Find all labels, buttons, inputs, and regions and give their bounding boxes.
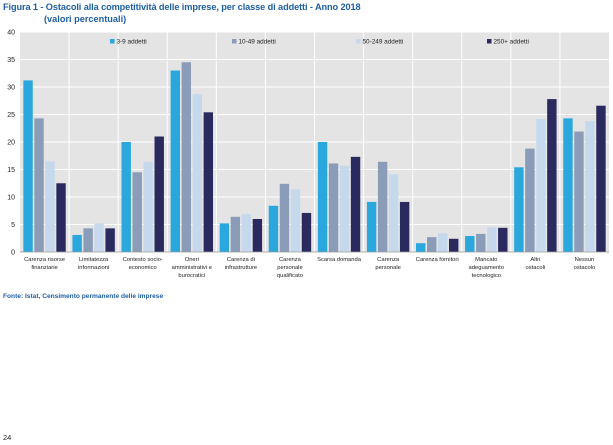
bar-10-49-addetti-11 [525, 148, 535, 252]
y-tick-label: 0 [11, 249, 15, 256]
bar-50-249-addetti-3 [143, 161, 153, 252]
bar-10-49-addetti-2 [83, 228, 93, 252]
bar-10-49-addetti-10 [476, 233, 486, 252]
bar-50-249-addetti-8 [388, 174, 399, 252]
bar-3-9-addetti-9 [416, 243, 426, 252]
x-category-label: Carenza risorse finanziarie [24, 257, 65, 271]
bar-250-addetti-12 [596, 105, 606, 252]
bar-10-49-addetti-8 [377, 161, 388, 252]
x-category-label: Limitatezza informazioni [78, 257, 109, 271]
bar-250-addetti-2 [105, 228, 115, 252]
bar-250-addetti-11 [547, 99, 557, 252]
bar-3-9-addetti-11 [514, 167, 524, 252]
bar-250-addetti-9 [449, 238, 459, 252]
y-tick-label: 5 [11, 222, 15, 229]
bar-250-addetti-8 [399, 201, 410, 252]
y-tick-label: 35 [7, 57, 15, 64]
bar-3-9-addetti-6 [268, 205, 279, 252]
bar-10-49-addetti-7 [328, 163, 339, 252]
bar-250-addetti-3 [154, 136, 164, 252]
bar-250-addetti-6 [301, 212, 312, 252]
figure-title: Figura 1 - Ostacoli alla competitività d… [3, 2, 361, 12]
y-axis: 0 5 10 15 20 25 30 35 40 [7, 29, 15, 256]
bar-10-49-addetti-12 [574, 131, 584, 252]
bar-3-9-addetti-3 [121, 142, 131, 252]
legend-swatch-3-9-addetti [110, 39, 115, 44]
bar-250-addetti-10 [498, 227, 508, 252]
bar-3-9-addetti-12 [563, 118, 573, 252]
y-tick-label: 40 [7, 29, 15, 36]
x-category-label: Carenza di infrastrutture [225, 257, 258, 271]
bar-3-9-addetti-2 [72, 234, 82, 252]
x-category-label: Carenza personale qualificato [277, 257, 303, 279]
legend-swatch-50-249-addetti [356, 39, 361, 44]
legend-swatch-10-49-addetti [232, 39, 237, 44]
y-tick-label: 10 [7, 194, 15, 201]
bar-50-249-addetti-4 [192, 94, 202, 253]
bar-50-249-addetti-6 [290, 189, 301, 252]
x-category-label: Carenza fornitori [416, 257, 459, 263]
bar-3-9-addetti-10 [465, 236, 475, 252]
x-category-label: Contesto socio-economico [123, 257, 163, 271]
legend-label-10-49-addetti: 10-49 addetti [239, 39, 276, 46]
bar-10-49-addetti-5 [230, 216, 241, 252]
bar-50-249-addetti-1 [45, 161, 55, 252]
bar-3-9-addetti-1 [23, 80, 33, 253]
bar-50-249-addetti-10 [487, 227, 497, 252]
bar-3-9-addetti-4 [170, 70, 180, 252]
bar-50-249-addetti-2 [94, 223, 104, 252]
figure-subtitle: (valori percentuali) [44, 14, 127, 24]
bar-50-249-addetti-7 [339, 165, 350, 252]
legend-label-3-9-addetti: 3-9 addetti [117, 39, 147, 46]
x-category-label: Mancato adeguamento tecnologico [469, 257, 504, 279]
source-note: Fonte: Istat, Censimento permanente dell… [3, 293, 164, 300]
x-category-label: Nessun ostacolo [574, 257, 596, 271]
legend-label-250-addetti: 250+ addetti [494, 39, 529, 46]
bar-10-49-addetti-6 [279, 183, 290, 252]
bar-3-9-addetti-7 [317, 142, 328, 252]
bar-50-249-addetti-12 [585, 121, 595, 252]
y-tick-label: 25 [7, 112, 15, 119]
legend-swatch-250-addetti [487, 39, 492, 44]
y-tick-label: 20 [7, 139, 15, 146]
bar-50-249-addetti-9 [438, 233, 448, 252]
bar-50-249-addetti-5 [241, 214, 252, 252]
bar-chart: 0 5 10 15 20 25 30 35 40 Carenza risorse finanzia… [7, 29, 609, 279]
bar-3-9-addetti-8 [366, 201, 377, 252]
bar-10-49-addetti-3 [132, 172, 142, 252]
bar-10-49-addetti-9 [427, 237, 437, 252]
x-category-label: Scarsa domanda [317, 257, 362, 263]
gridlines [20, 31, 609, 252]
bar-250-addetti-7 [350, 156, 361, 252]
bar-10-49-addetti-4 [181, 62, 191, 252]
bar-250-addetti-5 [252, 219, 263, 252]
bar-10-49-addetti-1 [34, 118, 44, 252]
x-category-label: Carenza personale [375, 257, 400, 271]
y-tick-label: 15 [7, 167, 15, 174]
page-number: 24 [3, 433, 12, 442]
bar-250-addetti-1 [56, 183, 66, 252]
bar-250-addetti-4 [203, 112, 213, 252]
bar-3-9-addetti-5 [219, 223, 230, 252]
bars [23, 62, 606, 253]
x-category-label: Altri ostacoli [526, 257, 546, 271]
x-category-label: Oneri amministrativi e burocratici [172, 257, 212, 279]
bar-50-249-addetti-11 [536, 118, 546, 253]
legend-label-50-249-addetti: 50-249 addetti [363, 39, 404, 46]
legend: 3-9 addetti 10-49 addetti 50-249 addetti 25… [110, 39, 529, 46]
y-tick-label: 30 [7, 84, 15, 91]
x-axis: Carenza risorse finanziarie Limitatezza inf… [20, 251, 609, 279]
